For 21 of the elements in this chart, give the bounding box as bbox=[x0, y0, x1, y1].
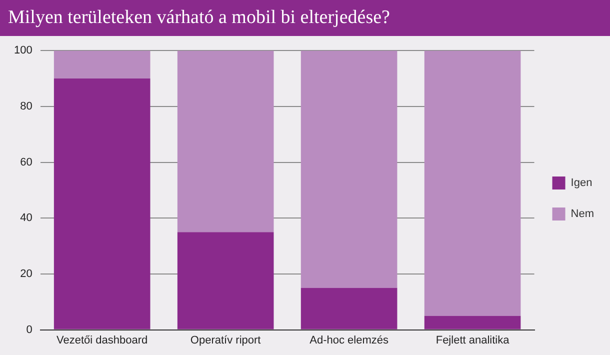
bar bbox=[54, 50, 150, 79]
bar bbox=[177, 50, 274, 232]
legend-label: Nem bbox=[570, 208, 594, 220]
bar bbox=[177, 232, 274, 330]
y-tick-label: 20 bbox=[20, 268, 32, 280]
y-tick-label: 0 bbox=[26, 324, 32, 336]
y-tick-label: 100 bbox=[14, 44, 32, 57]
chart-title: Milyen területeken várható a mobil bi elterjedése? bbox=[0, 0, 610, 36]
bar bbox=[54, 78, 150, 330]
y-tick-label: 60 bbox=[20, 156, 32, 168]
x-tick-label: Vezetői dashboard bbox=[56, 334, 148, 346]
x-tick-label: Operatív riport bbox=[190, 334, 261, 346]
y-tick-label: 40 bbox=[20, 212, 32, 224]
bar bbox=[424, 316, 521, 330]
bar bbox=[424, 50, 521, 316]
bar bbox=[300, 50, 398, 288]
x-tick-label: Ad-hoc elemzés bbox=[310, 334, 389, 346]
y-tick-label: 80 bbox=[20, 100, 32, 112]
x-tick-label: Fejlett analitika bbox=[436, 334, 510, 346]
bar bbox=[300, 288, 398, 330]
legend-label: Igen bbox=[570, 177, 592, 190]
